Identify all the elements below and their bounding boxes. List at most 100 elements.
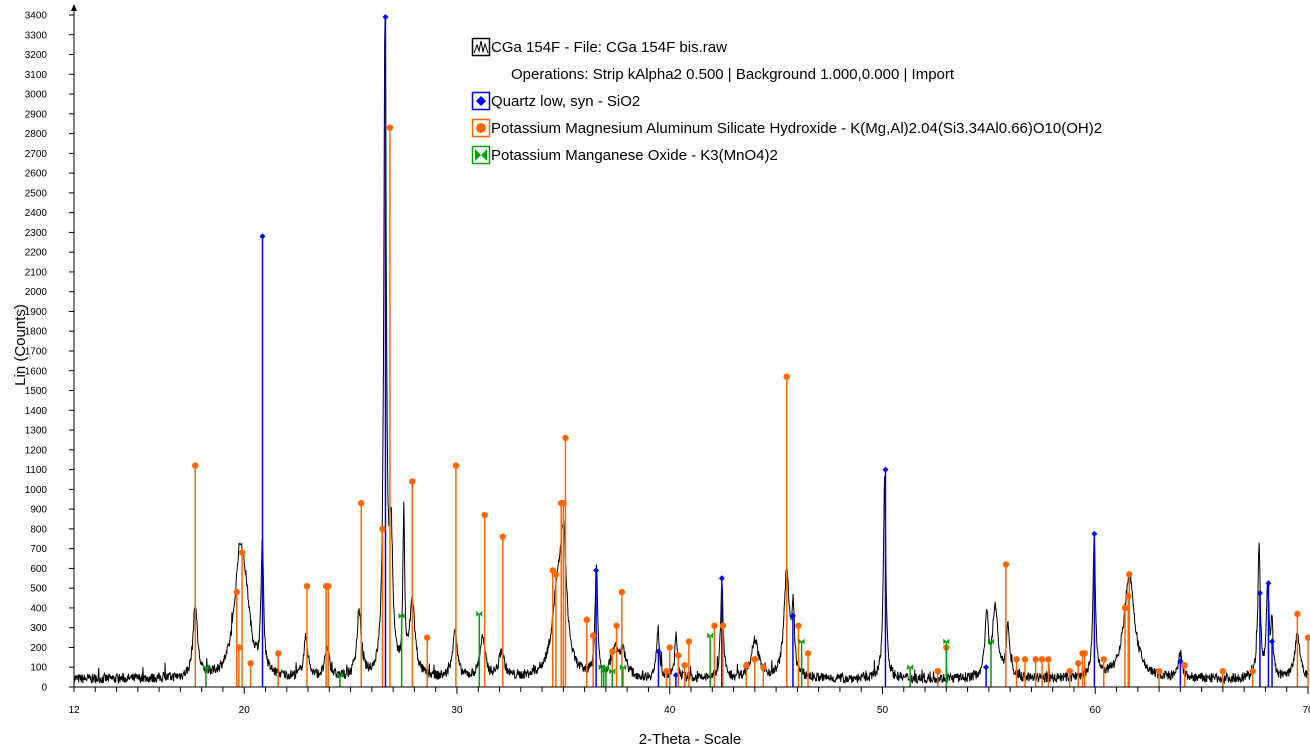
diamond-marker bbox=[672, 672, 679, 679]
diamond-glyph bbox=[476, 96, 486, 106]
bowtie-marker bbox=[336, 672, 343, 679]
circle-marker bbox=[192, 462, 199, 469]
circle-marker bbox=[711, 622, 718, 629]
legend-entry: Potassium Manganese Oxide - K3(MnO4)2 bbox=[471, 145, 778, 165]
circle-marker bbox=[481, 511, 488, 519]
bowtie-marker bbox=[943, 638, 950, 645]
y-tick-label: 3400 bbox=[25, 11, 48, 22]
legend: CGa 154F - File: CGa 154F bis.raw Operati… bbox=[471, 37, 1102, 165]
legend-entry: Quartz low, syn - SiO2 bbox=[471, 91, 640, 111]
circle-marker bbox=[379, 525, 386, 533]
diamond-marker bbox=[1269, 638, 1276, 645]
bowtie-marker bbox=[398, 612, 405, 619]
y-tick-label: 2600 bbox=[25, 169, 48, 180]
circle-marker bbox=[233, 588, 240, 596]
circle-marker bbox=[452, 462, 460, 469]
circle-marker bbox=[562, 434, 569, 442]
bowtie-marker bbox=[907, 664, 914, 671]
circle-marker bbox=[685, 638, 693, 645]
y-tick-label: 2300 bbox=[25, 228, 48, 239]
y-tick-label: 600 bbox=[30, 564, 47, 575]
bowtie-marker bbox=[707, 632, 714, 639]
diffraction-pattern bbox=[73, 14, 1309, 685]
y-tick-label: 2800 bbox=[25, 129, 48, 140]
y-tick-label: 1300 bbox=[25, 426, 48, 437]
circle-marker bbox=[499, 533, 506, 540]
y-tick-label: 500 bbox=[30, 584, 47, 595]
diamond-marker bbox=[983, 664, 990, 671]
y-tick-label: 3300 bbox=[25, 30, 48, 41]
pattern-trace-icon bbox=[471, 37, 491, 57]
circle-marker bbox=[1075, 660, 1082, 667]
legend-label: Potassium Manganese Oxide - K3(MnO4)2 bbox=[491, 147, 778, 164]
circle-marker bbox=[675, 652, 682, 659]
circle-marker bbox=[1304, 634, 1310, 641]
y-tick-label: 1600 bbox=[25, 366, 48, 377]
x-tick-label: 40 bbox=[664, 705, 676, 716]
circle-marker bbox=[681, 662, 688, 669]
circle-marker bbox=[1038, 656, 1046, 663]
bowtie-glyph bbox=[475, 149, 487, 161]
y-tick-label: 2900 bbox=[25, 109, 48, 120]
y-tick-label: 3200 bbox=[25, 50, 48, 61]
circle-marker bbox=[238, 549, 246, 556]
bowtie-marker bbox=[619, 664, 626, 671]
y-tick-label: 1800 bbox=[25, 327, 48, 338]
legend-entry: Potassium Magnesium Aluminum Silicate Hy… bbox=[471, 118, 1102, 138]
diamond-marker bbox=[882, 466, 889, 473]
y-tick-label: 3100 bbox=[25, 70, 48, 81]
y-tick-label: 3000 bbox=[25, 90, 48, 101]
circle-marker bbox=[934, 667, 941, 675]
circle-marker bbox=[1066, 667, 1073, 675]
y-tick-label: 1900 bbox=[25, 307, 48, 318]
y-tick-label: 2100 bbox=[25, 267, 48, 278]
circle-marker bbox=[386, 124, 394, 131]
diamond-marker bbox=[1256, 590, 1263, 597]
pattern-trace bbox=[73, 14, 1309, 685]
bowtie-marker bbox=[987, 638, 994, 645]
axes: 0 100 200 300 400 500 600 700 800 900 1000 1100 1200… bbox=[25, 4, 1310, 716]
y-tick-label: 1500 bbox=[25, 386, 48, 397]
y-tick-label: 2200 bbox=[25, 248, 48, 259]
circle-marker bbox=[751, 656, 759, 663]
y-tick-label: 200 bbox=[30, 643, 47, 654]
bowtie-marker bbox=[202, 664, 209, 671]
x-tick-label: 30 bbox=[451, 705, 463, 716]
circle-marker bbox=[583, 616, 590, 623]
circle-marker bbox=[1100, 656, 1107, 663]
series-diamond bbox=[259, 13, 1276, 687]
x-tick-label: 20 bbox=[239, 705, 251, 716]
diamond-marker bbox=[655, 648, 662, 655]
diamond-marker bbox=[593, 567, 600, 574]
circle-marker bbox=[609, 648, 616, 655]
y-tick-label: 2700 bbox=[25, 149, 48, 160]
x-tick-label: 12 bbox=[68, 705, 80, 716]
y-axis-arrow bbox=[71, 4, 77, 11]
circle-marker bbox=[1032, 656, 1039, 663]
circle-marker bbox=[783, 373, 790, 380]
circle-marker bbox=[325, 583, 332, 590]
y-axis-label: Lin (Counts) bbox=[12, 304, 29, 386]
legend-sublabel: Operations: Strip kAlpha2 0.500 | Backgr… bbox=[511, 66, 955, 83]
diamond-marker bbox=[259, 233, 266, 240]
circle-marker bbox=[760, 664, 767, 671]
legend-label: Potassium Magnesium Aluminum Silicate Hy… bbox=[491, 120, 1102, 137]
circle-marker bbox=[743, 662, 750, 669]
circle-marker bbox=[589, 632, 597, 639]
y-tick-label: 2400 bbox=[25, 208, 48, 219]
bowtie-marker bbox=[609, 668, 616, 675]
y-tick-label: 800 bbox=[30, 524, 47, 535]
circle-glyph bbox=[476, 123, 486, 133]
y-tick-label: 0 bbox=[41, 683, 47, 694]
circle-marker bbox=[1181, 662, 1188, 669]
circle-marker bbox=[247, 660, 254, 667]
y-tick-label: 900 bbox=[30, 505, 47, 516]
legend-entry: CGa 154F - File: CGa 154F bis.raw Operati… bbox=[471, 37, 955, 83]
legend-label: Quartz low, syn - SiO2 bbox=[491, 93, 640, 110]
series-circle bbox=[192, 124, 1310, 687]
circle-marker bbox=[275, 650, 282, 657]
y-tick-label: 1100 bbox=[25, 465, 47, 476]
y-tick-label: 700 bbox=[30, 544, 47, 555]
y-tick-label: 300 bbox=[30, 623, 47, 634]
circle-marker bbox=[666, 644, 673, 651]
